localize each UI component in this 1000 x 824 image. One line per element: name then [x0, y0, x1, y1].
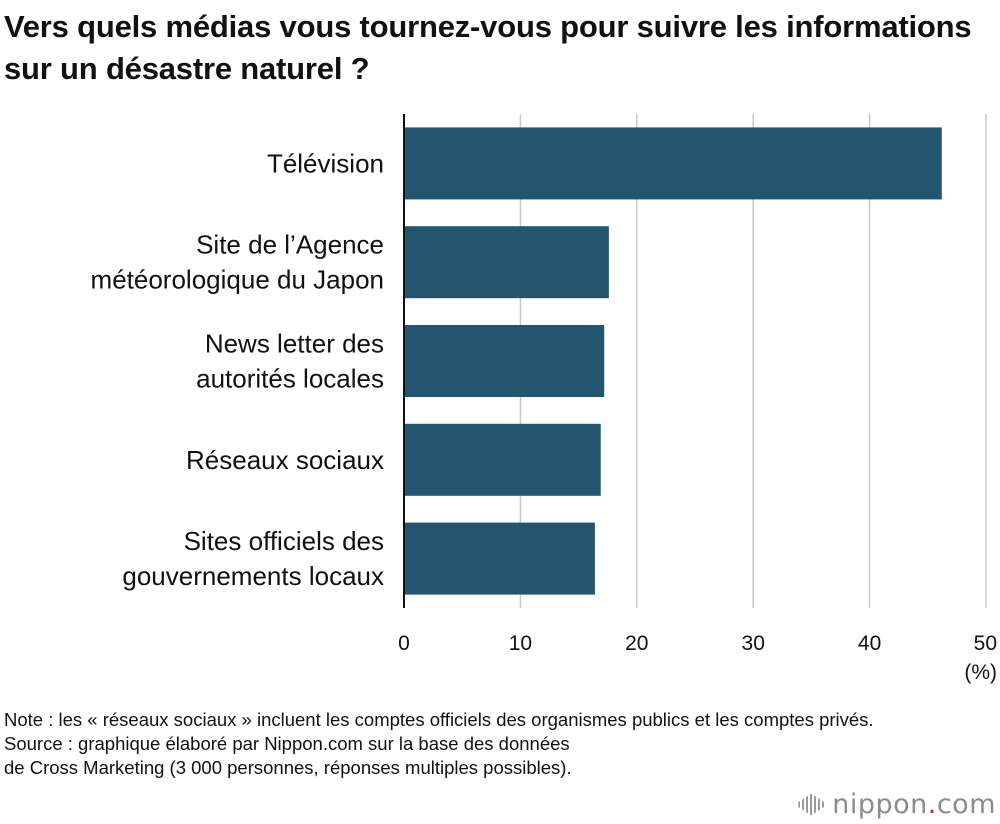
x-tick-label-0: 0 [398, 632, 410, 655]
x-tick-label-40: 40 [858, 632, 881, 655]
chart-title: Vers quels médias vous tournez-vous pour… [4, 9, 972, 86]
x-tick-label-30: 30 [742, 632, 765, 655]
brand-logo: nippon.com [798, 789, 996, 820]
bar-2 [404, 325, 605, 397]
source-text-line-1: Source : graphique élaboré par Nippon.co… [4, 733, 570, 754]
category-label-3: Réseaux sociaux [186, 445, 384, 475]
x-tick-label-10: 10 [509, 632, 532, 655]
x-tick-label-20: 20 [625, 632, 648, 655]
category-label-1: Site de l’Agence météorologique du Japon [91, 230, 384, 295]
bar-1 [404, 226, 609, 299]
bar-chart: Télévision Site de l’Agence météorologique… [91, 114, 997, 684]
footer: Note : les « réseaux sociaux » incluent … [4, 708, 996, 780]
bar-0 [404, 127, 942, 200]
category-label-4: Sites officiels des gouvernements locaux [122, 526, 384, 591]
note-text: Note : les « réseaux sociaux » incluent … [4, 709, 874, 730]
category-label-0: Télévision [267, 148, 384, 178]
bar-3 [404, 423, 601, 496]
x-unit-label: (%) [964, 661, 997, 684]
category-label-2: News letter des autorités locales [196, 329, 384, 394]
source-text-line-2: de Cross Marketing (3 000 personnes, rép… [4, 757, 572, 778]
nippon-logo-icon [798, 793, 825, 816]
brand-name: nippon.com [832, 789, 996, 820]
x-tick-label-50: 50 [974, 632, 997, 655]
bar-4 [404, 522, 595, 595]
